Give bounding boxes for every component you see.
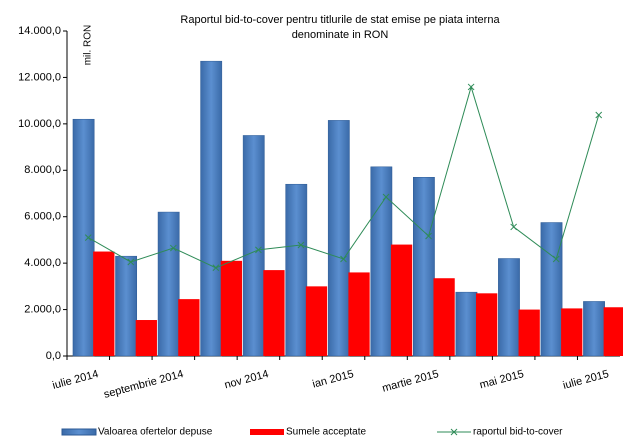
x-tick-label: iulie 2015 [562, 368, 611, 392]
bar [200, 60, 223, 357]
bar [583, 301, 605, 357]
bar [157, 211, 180, 357]
legend-swatch [450, 428, 458, 436]
legend-swatch [250, 429, 284, 435]
bar [455, 291, 478, 357]
bar [433, 278, 455, 356]
legend-label: raportul bid-to-cover [473, 427, 563, 438]
marker [467, 83, 475, 91]
bar [115, 255, 138, 357]
bar [540, 222, 563, 357]
bar [135, 320, 157, 356]
y-tick-label: 10.000,0 [18, 118, 61, 130]
marker [212, 264, 220, 272]
x-tick-label: mai 2015 [478, 368, 525, 391]
x-tick-label: septembrie 2014 [103, 368, 185, 401]
marker [169, 244, 177, 252]
marker [595, 111, 603, 119]
bar [93, 251, 115, 356]
legend-label: Valoarea ofertelor depuse [98, 427, 213, 438]
bar [413, 177, 435, 357]
marker [425, 232, 432, 240]
x-tick-label: iulie 2014 [51, 368, 100, 392]
x-tick-label: ian 2015 [311, 368, 355, 391]
bar [263, 270, 285, 356]
bar [178, 299, 200, 356]
bar [327, 120, 350, 357]
y-tick-label: 4.000,0 [24, 257, 61, 269]
bar [242, 135, 265, 357]
marker [297, 241, 305, 249]
bar [370, 166, 393, 357]
chart-title: Raportul bid-to-cover pentru titlurile d… [180, 14, 500, 26]
bar [498, 258, 520, 357]
bar [348, 272, 370, 356]
y-tick-label: 0,0 [46, 350, 61, 362]
marker [510, 223, 518, 231]
y-tick-label: 6.000,0 [24, 211, 61, 223]
marker [552, 255, 560, 263]
y-tick-label: 14.000,0 [18, 25, 61, 37]
y-unit: mil. RON [83, 25, 94, 66]
bar [285, 183, 308, 357]
marker [340, 255, 347, 263]
y-tick-label: 2.000,0 [24, 303, 61, 315]
bar [561, 308, 583, 356]
bar [603, 307, 623, 356]
legend-swatch [61, 428, 97, 436]
marker [382, 193, 390, 201]
marker [255, 246, 262, 254]
bar [390, 244, 413, 356]
bar [305, 286, 328, 356]
marker [127, 258, 135, 266]
x-tick-label: martie 2015 [381, 368, 440, 395]
bar [220, 260, 243, 356]
bar [476, 293, 498, 356]
chart-title: denominate in RON [292, 29, 389, 41]
bar [518, 309, 540, 356]
legend-label: Sumele acceptate [286, 427, 366, 438]
y-tick-label: 8.000,0 [24, 164, 61, 176]
marker [84, 234, 92, 241]
bar [72, 118, 95, 357]
x-tick-label: nov 2014 [223, 368, 270, 391]
y-tick-label: 12.000,0 [18, 71, 61, 83]
